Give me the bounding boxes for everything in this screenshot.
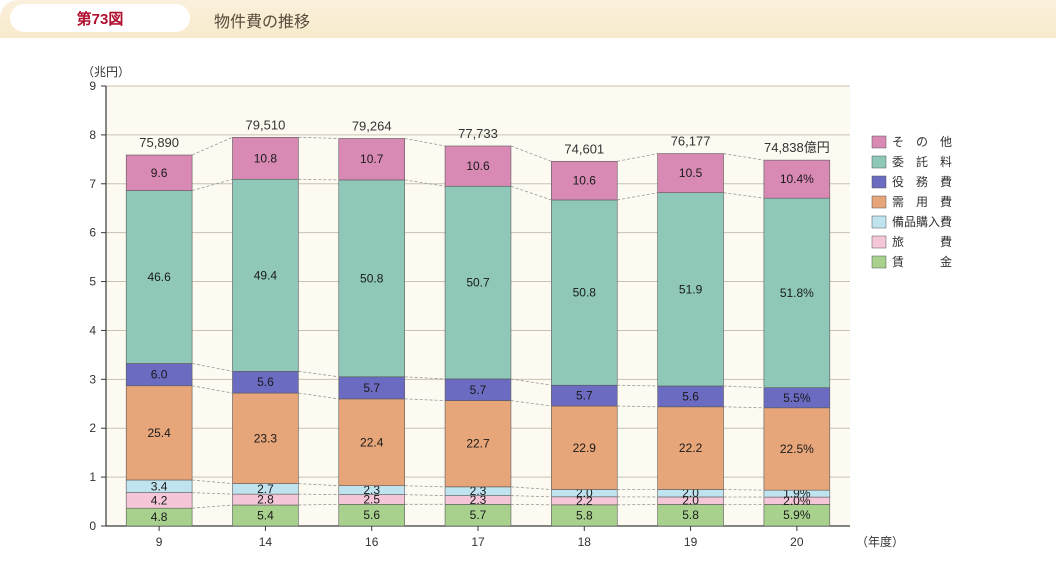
svg-text:17: 17 bbox=[471, 535, 485, 549]
svg-text:74,601: 74,601 bbox=[564, 141, 604, 156]
svg-text:5.8: 5.8 bbox=[682, 508, 699, 522]
svg-text:51.9: 51.9 bbox=[679, 282, 703, 296]
svg-text:10.4%: 10.4% bbox=[780, 172, 814, 186]
svg-text:2.7: 2.7 bbox=[257, 482, 274, 496]
svg-text:10.6: 10.6 bbox=[573, 174, 597, 188]
figure-title: 物件費の推移 bbox=[214, 8, 310, 32]
svg-text:79,510: 79,510 bbox=[246, 117, 286, 132]
svg-text:23.3: 23.3 bbox=[254, 431, 278, 445]
svg-text:50.8: 50.8 bbox=[573, 286, 597, 300]
svg-text:22.4: 22.4 bbox=[360, 435, 384, 449]
svg-text:5.7: 5.7 bbox=[470, 383, 487, 397]
svg-text:10.7: 10.7 bbox=[360, 152, 384, 166]
svg-text:10.8: 10.8 bbox=[254, 151, 278, 165]
svg-text:5.5%: 5.5% bbox=[783, 391, 811, 405]
svg-text:22.9: 22.9 bbox=[573, 441, 597, 455]
svg-text:20: 20 bbox=[790, 535, 804, 549]
svg-text:4.2: 4.2 bbox=[151, 493, 168, 507]
svg-text:5.4: 5.4 bbox=[257, 509, 274, 523]
svg-text:5.6: 5.6 bbox=[363, 508, 380, 522]
svg-text:1: 1 bbox=[89, 470, 96, 484]
svg-text:5.8: 5.8 bbox=[576, 508, 593, 522]
svg-text:5.7: 5.7 bbox=[363, 381, 380, 395]
svg-text:22.2: 22.2 bbox=[679, 441, 703, 455]
svg-text:需 用 費: 需 用 費 bbox=[892, 194, 952, 209]
svg-text:0: 0 bbox=[89, 519, 96, 533]
svg-text:5.9%: 5.9% bbox=[783, 508, 811, 522]
svg-text:46.6: 46.6 bbox=[147, 270, 171, 284]
svg-text:76,177: 76,177 bbox=[671, 134, 711, 149]
svg-text:50.7: 50.7 bbox=[466, 276, 490, 290]
figure-header: 第73図 物件費の推移 bbox=[0, 0, 1056, 38]
svg-text:備品購入費: 備品購入費 bbox=[892, 214, 952, 229]
svg-text:5: 5 bbox=[89, 275, 96, 289]
figure-number: 第73図 bbox=[77, 8, 124, 29]
svg-text:（兆円）: （兆円） bbox=[82, 65, 130, 79]
svg-text:79,264: 79,264 bbox=[352, 118, 392, 133]
svg-text:旅 費: 旅 費 bbox=[892, 234, 952, 249]
svg-text:75,890: 75,890 bbox=[139, 135, 179, 150]
svg-text:9: 9 bbox=[89, 79, 96, 93]
svg-text:3.4: 3.4 bbox=[151, 479, 168, 493]
svg-text:委 託 料: 委 託 料 bbox=[892, 154, 952, 169]
svg-text:6: 6 bbox=[89, 226, 96, 240]
svg-text:14: 14 bbox=[259, 535, 273, 549]
svg-text:9.6: 9.6 bbox=[151, 166, 168, 180]
svg-text:10.5: 10.5 bbox=[679, 166, 703, 180]
svg-text:5.6: 5.6 bbox=[682, 389, 699, 403]
svg-text:4.8: 4.8 bbox=[151, 510, 168, 524]
svg-text:役 務 費: 役 務 費 bbox=[892, 174, 952, 189]
svg-text:賃 金: 賃 金 bbox=[892, 254, 952, 269]
svg-text:19: 19 bbox=[684, 535, 698, 549]
svg-text:4: 4 bbox=[89, 323, 96, 337]
svg-text:（年度）: （年度） bbox=[856, 534, 904, 549]
svg-text:10.6: 10.6 bbox=[466, 159, 490, 173]
svg-text:18: 18 bbox=[578, 535, 592, 549]
svg-text:25.4: 25.4 bbox=[147, 426, 171, 440]
svg-text:7: 7 bbox=[89, 177, 96, 191]
svg-text:3: 3 bbox=[89, 372, 96, 386]
svg-text:5.6: 5.6 bbox=[257, 375, 274, 389]
svg-text:51.8%: 51.8% bbox=[780, 286, 814, 300]
svg-text:9: 9 bbox=[156, 535, 163, 549]
svg-text:8: 8 bbox=[89, 128, 96, 142]
svg-text:5.7: 5.7 bbox=[470, 508, 487, 522]
svg-text:5.7: 5.7 bbox=[576, 389, 593, 403]
stacked-bar-chart: 0123456789（兆円）4.84.23.425.46.046.69.6975… bbox=[36, 56, 1020, 566]
svg-text:22.5%: 22.5% bbox=[780, 442, 814, 456]
svg-text:6.0: 6.0 bbox=[151, 368, 168, 382]
svg-text:2: 2 bbox=[89, 421, 96, 435]
svg-text:50.8: 50.8 bbox=[360, 271, 384, 285]
svg-text:77,733: 77,733 bbox=[458, 126, 498, 141]
svg-text:そ の 他: そ の 他 bbox=[892, 135, 952, 149]
figure-number-pill: 第73図 bbox=[10, 4, 190, 32]
svg-text:22.7: 22.7 bbox=[466, 437, 490, 451]
svg-text:49.4: 49.4 bbox=[254, 268, 278, 282]
svg-text:74,838億円: 74,838億円 bbox=[764, 140, 830, 155]
svg-text:16: 16 bbox=[365, 535, 379, 549]
